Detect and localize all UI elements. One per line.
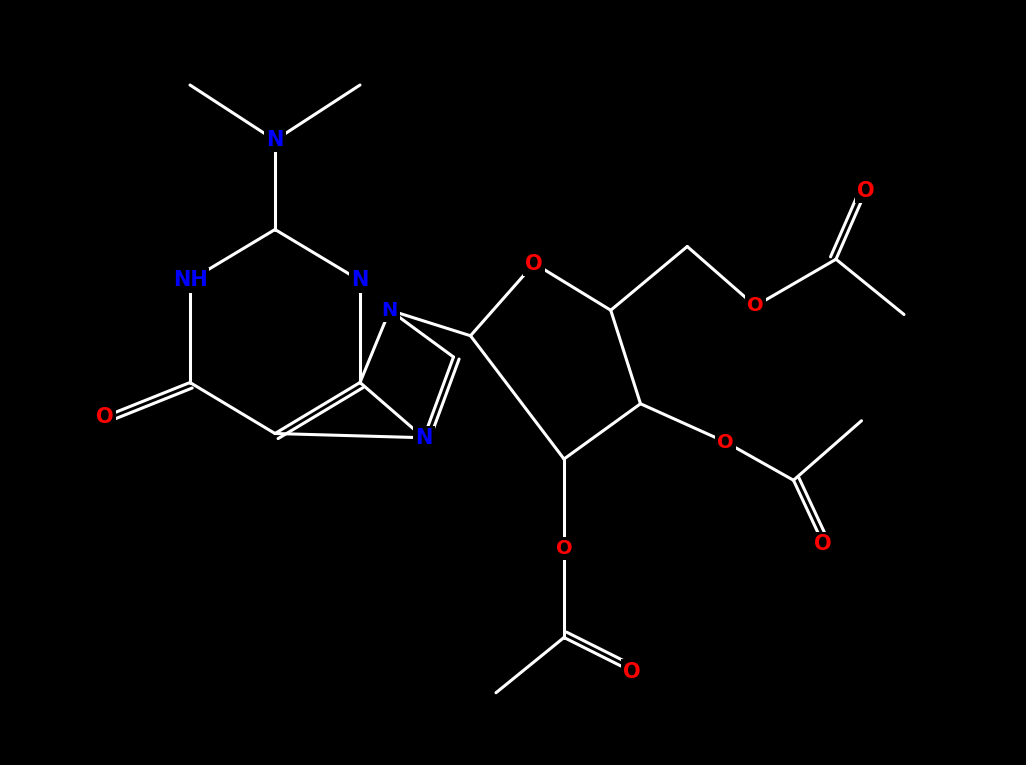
Text: O: O <box>96 406 114 427</box>
Text: NH: NH <box>172 271 207 291</box>
Text: N: N <box>382 301 398 320</box>
Text: O: O <box>623 662 641 682</box>
Text: O: O <box>857 181 874 201</box>
Text: O: O <box>717 432 734 451</box>
Text: O: O <box>525 253 543 274</box>
Text: O: O <box>556 539 573 558</box>
Text: N: N <box>416 428 432 448</box>
Text: N: N <box>351 271 368 291</box>
Text: O: O <box>815 534 832 554</box>
Text: O: O <box>747 297 763 315</box>
Text: N: N <box>267 130 283 150</box>
